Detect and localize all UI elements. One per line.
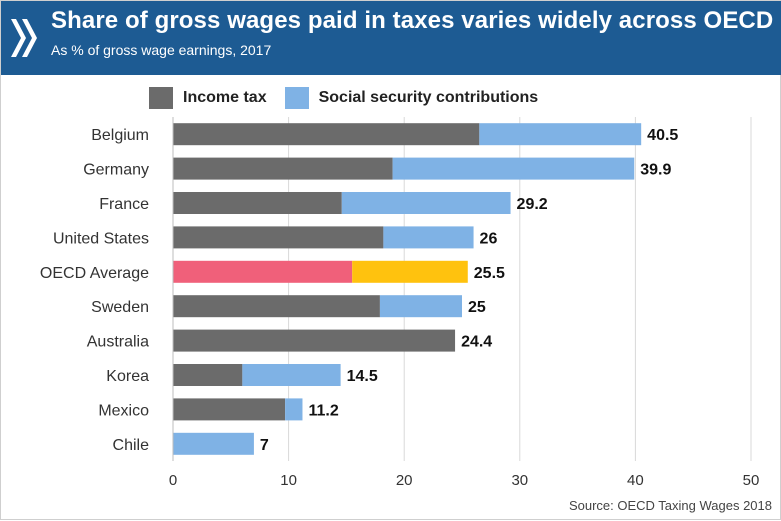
bar-social-security-mexico — [285, 398, 303, 421]
category-label-mexico: Mexico — [98, 402, 149, 419]
category-label-united-states: United States — [53, 230, 149, 247]
x-tick-label: 50 — [743, 472, 760, 489]
chart-title: Share of gross wages paid in taxes varie… — [51, 7, 774, 34]
x-tick-label: 40 — [627, 472, 644, 489]
bar-social-security-korea — [242, 364, 341, 386]
bar-income-tax-mexico — [173, 398, 286, 421]
category-label-chile: Chile — [113, 437, 150, 454]
bar-social-security-sweden — [379, 295, 462, 318]
x-tick-label: 0 — [169, 472, 177, 489]
legend-item-social-security: Social security contributions — [284, 87, 539, 109]
category-label-belgium: Belgium — [91, 127, 149, 144]
legend-swatch-income-tax — [149, 87, 173, 109]
total-label-belgium: 40.5 — [647, 127, 678, 144]
total-label-united-states: 26 — [480, 230, 498, 247]
bar-income-tax-korea — [173, 364, 243, 386]
bar-income-tax-france — [173, 192, 342, 214]
legend: Income tax Social security contributions — [149, 86, 538, 110]
bar-social-security-germany — [392, 157, 635, 180]
bar-social-security-oecd-average — [352, 260, 468, 283]
header-banner: Share of gross wages paid in taxes varie… — [1, 1, 781, 75]
bar-social-security-france — [341, 192, 511, 214]
total-label-oecd-average: 25.5 — [474, 265, 505, 282]
bar-social-security-belgium — [479, 123, 642, 146]
legend-item-income-tax: Income tax — [149, 87, 267, 109]
bar-income-tax-united-states — [173, 226, 384, 249]
bar-social-security-chile — [173, 432, 254, 455]
source-note: Source: OECD Taxing Wages 2018 — [568, 498, 772, 513]
bar-social-security-united-states — [383, 226, 474, 249]
total-label-korea: 14.5 — [347, 368, 378, 385]
x-tick-label: 10 — [280, 472, 297, 489]
total-label-chile: 7 — [260, 437, 269, 454]
category-label-oecd-average: OECD Average — [40, 265, 149, 282]
legend-label-income-tax: Income tax — [183, 89, 267, 106]
chart-subtitle: As % of gross wage earnings, 2017 — [51, 42, 272, 58]
category-label-sweden: Sweden — [91, 299, 149, 316]
bar-income-tax-sweden — [173, 295, 380, 318]
total-label-france: 29.2 — [517, 196, 548, 213]
category-label-france: France — [99, 196, 149, 213]
total-label-germany: 39.9 — [640, 162, 671, 179]
bar-income-tax-australia — [173, 329, 456, 352]
total-label-sweden: 25 — [468, 299, 486, 316]
category-label-australia: Australia — [87, 334, 149, 351]
bar-income-tax-oecd-average — [173, 260, 353, 283]
x-tick-label: 20 — [396, 472, 413, 489]
x-tick-label: 30 — [511, 472, 528, 489]
total-label-mexico: 11.2 — [308, 402, 338, 419]
total-label-australia: 24.4 — [461, 334, 492, 351]
legend-swatch-social-security — [284, 87, 309, 109]
bar-income-tax-belgium — [173, 123, 480, 146]
oecd-logo-icon — [11, 19, 37, 57]
category-label-germany: Germany — [83, 162, 149, 179]
category-label-korea: Korea — [106, 368, 149, 385]
bar-income-tax-germany — [173, 157, 393, 180]
legend-label-social-security: Social security contributions — [318, 89, 539, 106]
